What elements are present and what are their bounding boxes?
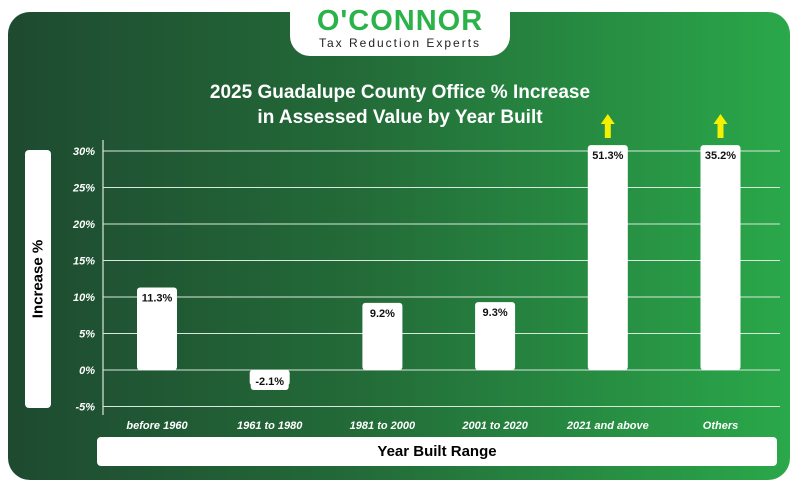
title-line-1: 2025 Guadalupe County Office % Increase <box>209 82 591 103</box>
data-label: 9.2% <box>370 308 395 320</box>
chart-title: 2025 Guadalupe County Office % Increase … <box>0 80 800 130</box>
title-line-2: in Assessed Value by Year Built <box>257 107 543 128</box>
data-label: 11.3% <box>142 293 173 305</box>
data-label-box <box>250 372 289 390</box>
data-label: 51.3% <box>592 150 623 162</box>
data-label: -2.1% <box>255 376 284 388</box>
x-axis-label: Year Built Range <box>97 437 777 466</box>
bar <box>137 287 177 370</box>
bar <box>362 302 403 370</box>
y-axis-label-box: Increase % <box>25 150 51 408</box>
bar <box>587 145 628 370</box>
y-tick-label: 25% <box>72 183 95 195</box>
bar <box>700 145 741 370</box>
y-tick-label: -5% <box>75 402 95 414</box>
up-arrow-icon <box>713 114 728 138</box>
y-tick-label: 30% <box>73 146 95 158</box>
bar <box>475 302 516 370</box>
x-tick-label: 2001 to 2020 <box>461 420 528 432</box>
data-label: 9.3% <box>483 307 508 319</box>
x-tick-label: 1981 to 2000 <box>350 420 416 432</box>
x-tick-label: 1961 to 1980 <box>237 420 303 432</box>
x-tick-label: before 1960 <box>126 420 188 432</box>
logo: O'CONNOR Tax Reduction Experts <box>290 0 510 56</box>
logo-tagline: Tax Reduction Experts <box>318 36 482 50</box>
y-tick-label: 10% <box>73 292 95 304</box>
chart-card <box>8 12 790 480</box>
y-tick-label: 15% <box>73 256 95 268</box>
y-tick-label: 20% <box>72 219 95 231</box>
y-tick-label: 5% <box>79 329 95 341</box>
data-label: 35.2% <box>705 150 736 162</box>
x-tick-label: 2021 and above <box>566 420 649 432</box>
y-tick-label: 0% <box>79 365 95 377</box>
up-arrow-icon <box>600 114 615 138</box>
logo-brand: O'CONNOR <box>316 5 484 37</box>
x-tick-label: Others <box>703 420 738 432</box>
